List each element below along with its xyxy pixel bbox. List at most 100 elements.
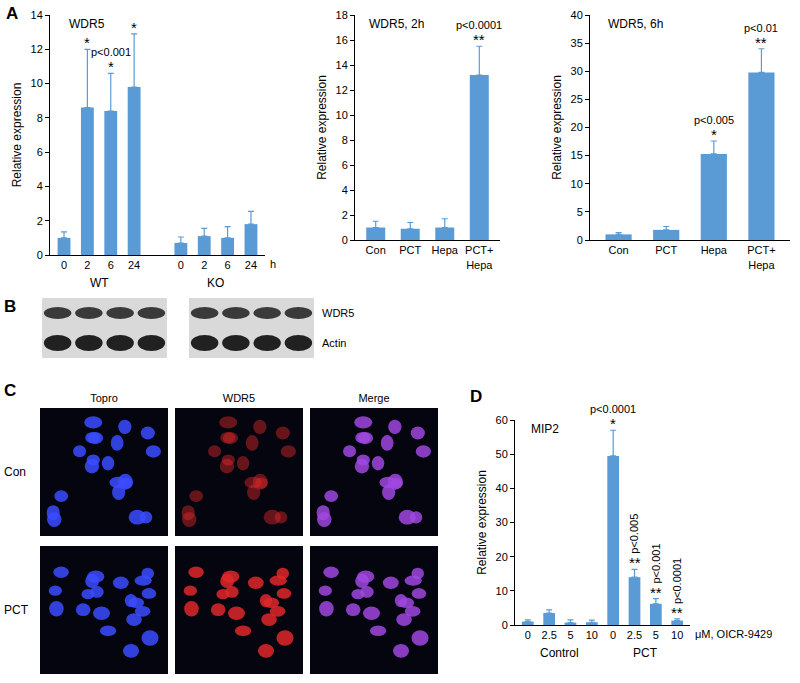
svg-text:Relative expression: Relative expression xyxy=(315,75,329,180)
svg-text:30: 30 xyxy=(571,65,583,77)
svg-text:B: B xyxy=(4,297,16,316)
svg-text:h: h xyxy=(270,258,276,270)
svg-text:PCT+Hepa: PCT+Hepa xyxy=(465,244,493,270)
svg-text:16: 16 xyxy=(336,34,348,46)
svg-text:40: 40 xyxy=(571,9,583,21)
svg-text:p<0.0001: p<0.0001 xyxy=(590,403,636,415)
svg-text:D: D xyxy=(470,387,482,406)
svg-text:Con: Con xyxy=(608,244,628,256)
svg-text:*: * xyxy=(610,415,616,432)
svg-text:Relative expression: Relative expression xyxy=(475,470,489,575)
svg-text:14: 14 xyxy=(336,59,348,71)
svg-text:*: * xyxy=(108,58,114,75)
svg-text:10: 10 xyxy=(31,77,43,89)
svg-text:Con: Con xyxy=(366,244,386,256)
svg-text:2: 2 xyxy=(37,215,43,227)
svg-text:30: 30 xyxy=(496,516,508,528)
svg-text:WDR5, 6h: WDR5, 6h xyxy=(608,17,663,31)
svg-text:Con: Con xyxy=(4,465,26,479)
svg-text:Merge: Merge xyxy=(358,392,389,404)
svg-text:24: 24 xyxy=(245,259,257,271)
svg-text:C: C xyxy=(4,381,16,400)
svg-text:10: 10 xyxy=(336,109,348,121)
svg-text:WDR5: WDR5 xyxy=(69,17,105,31)
svg-text:PCT: PCT xyxy=(399,244,421,256)
svg-text:10: 10 xyxy=(671,629,683,641)
svg-text:Control: Control xyxy=(540,646,579,660)
svg-text:p<0.005: p<0.005 xyxy=(628,514,640,554)
svg-text:MIP2: MIP2 xyxy=(531,422,559,436)
svg-text:2.5: 2.5 xyxy=(627,629,642,641)
svg-text:**: ** xyxy=(473,31,485,48)
svg-text:*: * xyxy=(711,126,717,143)
svg-text:2.5: 2.5 xyxy=(542,629,557,641)
svg-text:**: ** xyxy=(650,584,662,601)
svg-text:2: 2 xyxy=(84,259,90,271)
svg-text:0: 0 xyxy=(525,629,531,641)
svg-text:p<0.01: p<0.01 xyxy=(744,22,778,34)
svg-text:KO: KO xyxy=(207,276,224,290)
svg-text:*: * xyxy=(84,34,90,51)
svg-text:5: 5 xyxy=(577,206,583,218)
svg-text:WT: WT xyxy=(90,276,109,290)
svg-text:p<0.001: p<0.001 xyxy=(91,46,131,58)
svg-text:0: 0 xyxy=(610,629,616,641)
svg-text:12: 12 xyxy=(336,84,348,96)
svg-text:p<0.001: p<0.001 xyxy=(650,543,662,583)
svg-text:6: 6 xyxy=(225,259,231,271)
svg-text:p<0.0001: p<0.0001 xyxy=(671,558,683,604)
svg-text:Hepa: Hepa xyxy=(432,244,459,256)
svg-text:0: 0 xyxy=(37,249,43,261)
svg-text:PCT: PCT xyxy=(633,646,658,660)
svg-text:6: 6 xyxy=(108,259,114,271)
svg-text:**: ** xyxy=(629,554,641,571)
svg-text:0: 0 xyxy=(502,619,508,631)
svg-text:10: 10 xyxy=(496,585,508,597)
svg-text:60: 60 xyxy=(496,414,508,426)
svg-text:5: 5 xyxy=(567,629,573,641)
svg-text:Hepa: Hepa xyxy=(701,244,728,256)
svg-text:2: 2 xyxy=(342,209,348,221)
svg-text:6: 6 xyxy=(37,146,43,158)
svg-text:25: 25 xyxy=(571,93,583,105)
svg-text:**: ** xyxy=(755,34,767,51)
svg-text:12: 12 xyxy=(31,43,43,55)
svg-text:0: 0 xyxy=(577,234,583,246)
svg-text:μM, OICR-9429: μM, OICR-9429 xyxy=(695,628,772,640)
svg-text:8: 8 xyxy=(342,134,348,146)
svg-text:20: 20 xyxy=(496,551,508,563)
svg-text:p<0.005: p<0.005 xyxy=(694,114,734,126)
svg-text:Relative expression: Relative expression xyxy=(550,75,564,180)
svg-text:0: 0 xyxy=(342,234,348,246)
svg-text:5: 5 xyxy=(653,629,659,641)
svg-text:40: 40 xyxy=(496,482,508,494)
svg-text:10: 10 xyxy=(571,178,583,190)
svg-text:Relative expression: Relative expression xyxy=(10,83,24,188)
svg-text:4: 4 xyxy=(37,180,43,192)
svg-text:8: 8 xyxy=(37,112,43,124)
svg-text:PCT: PCT xyxy=(655,244,677,256)
svg-text:0: 0 xyxy=(178,259,184,271)
svg-text:Actin: Actin xyxy=(322,337,346,349)
svg-text:WDR5, 2h: WDR5, 2h xyxy=(369,17,424,31)
svg-text:PCT+Hepa: PCT+Hepa xyxy=(747,244,775,270)
svg-text:**: ** xyxy=(671,604,683,621)
svg-text:6: 6 xyxy=(342,159,348,171)
svg-text:24: 24 xyxy=(128,259,140,271)
svg-text:18: 18 xyxy=(336,9,348,21)
svg-text:14: 14 xyxy=(31,9,43,21)
svg-text:p<0.0001: p<0.0001 xyxy=(456,19,502,31)
svg-text:0: 0 xyxy=(61,259,67,271)
svg-text:WDR5: WDR5 xyxy=(322,307,354,319)
svg-text:PCT: PCT xyxy=(4,603,29,617)
svg-text:WDR5: WDR5 xyxy=(223,392,255,404)
svg-text:4: 4 xyxy=(342,184,348,196)
svg-text:20: 20 xyxy=(571,121,583,133)
svg-text:A: A xyxy=(6,4,18,23)
svg-text:15: 15 xyxy=(571,149,583,161)
svg-text:2: 2 xyxy=(201,259,207,271)
svg-text:50: 50 xyxy=(496,448,508,460)
svg-text:10: 10 xyxy=(586,629,598,641)
svg-text:Topro: Topro xyxy=(90,392,118,404)
svg-text:*: * xyxy=(131,19,137,36)
